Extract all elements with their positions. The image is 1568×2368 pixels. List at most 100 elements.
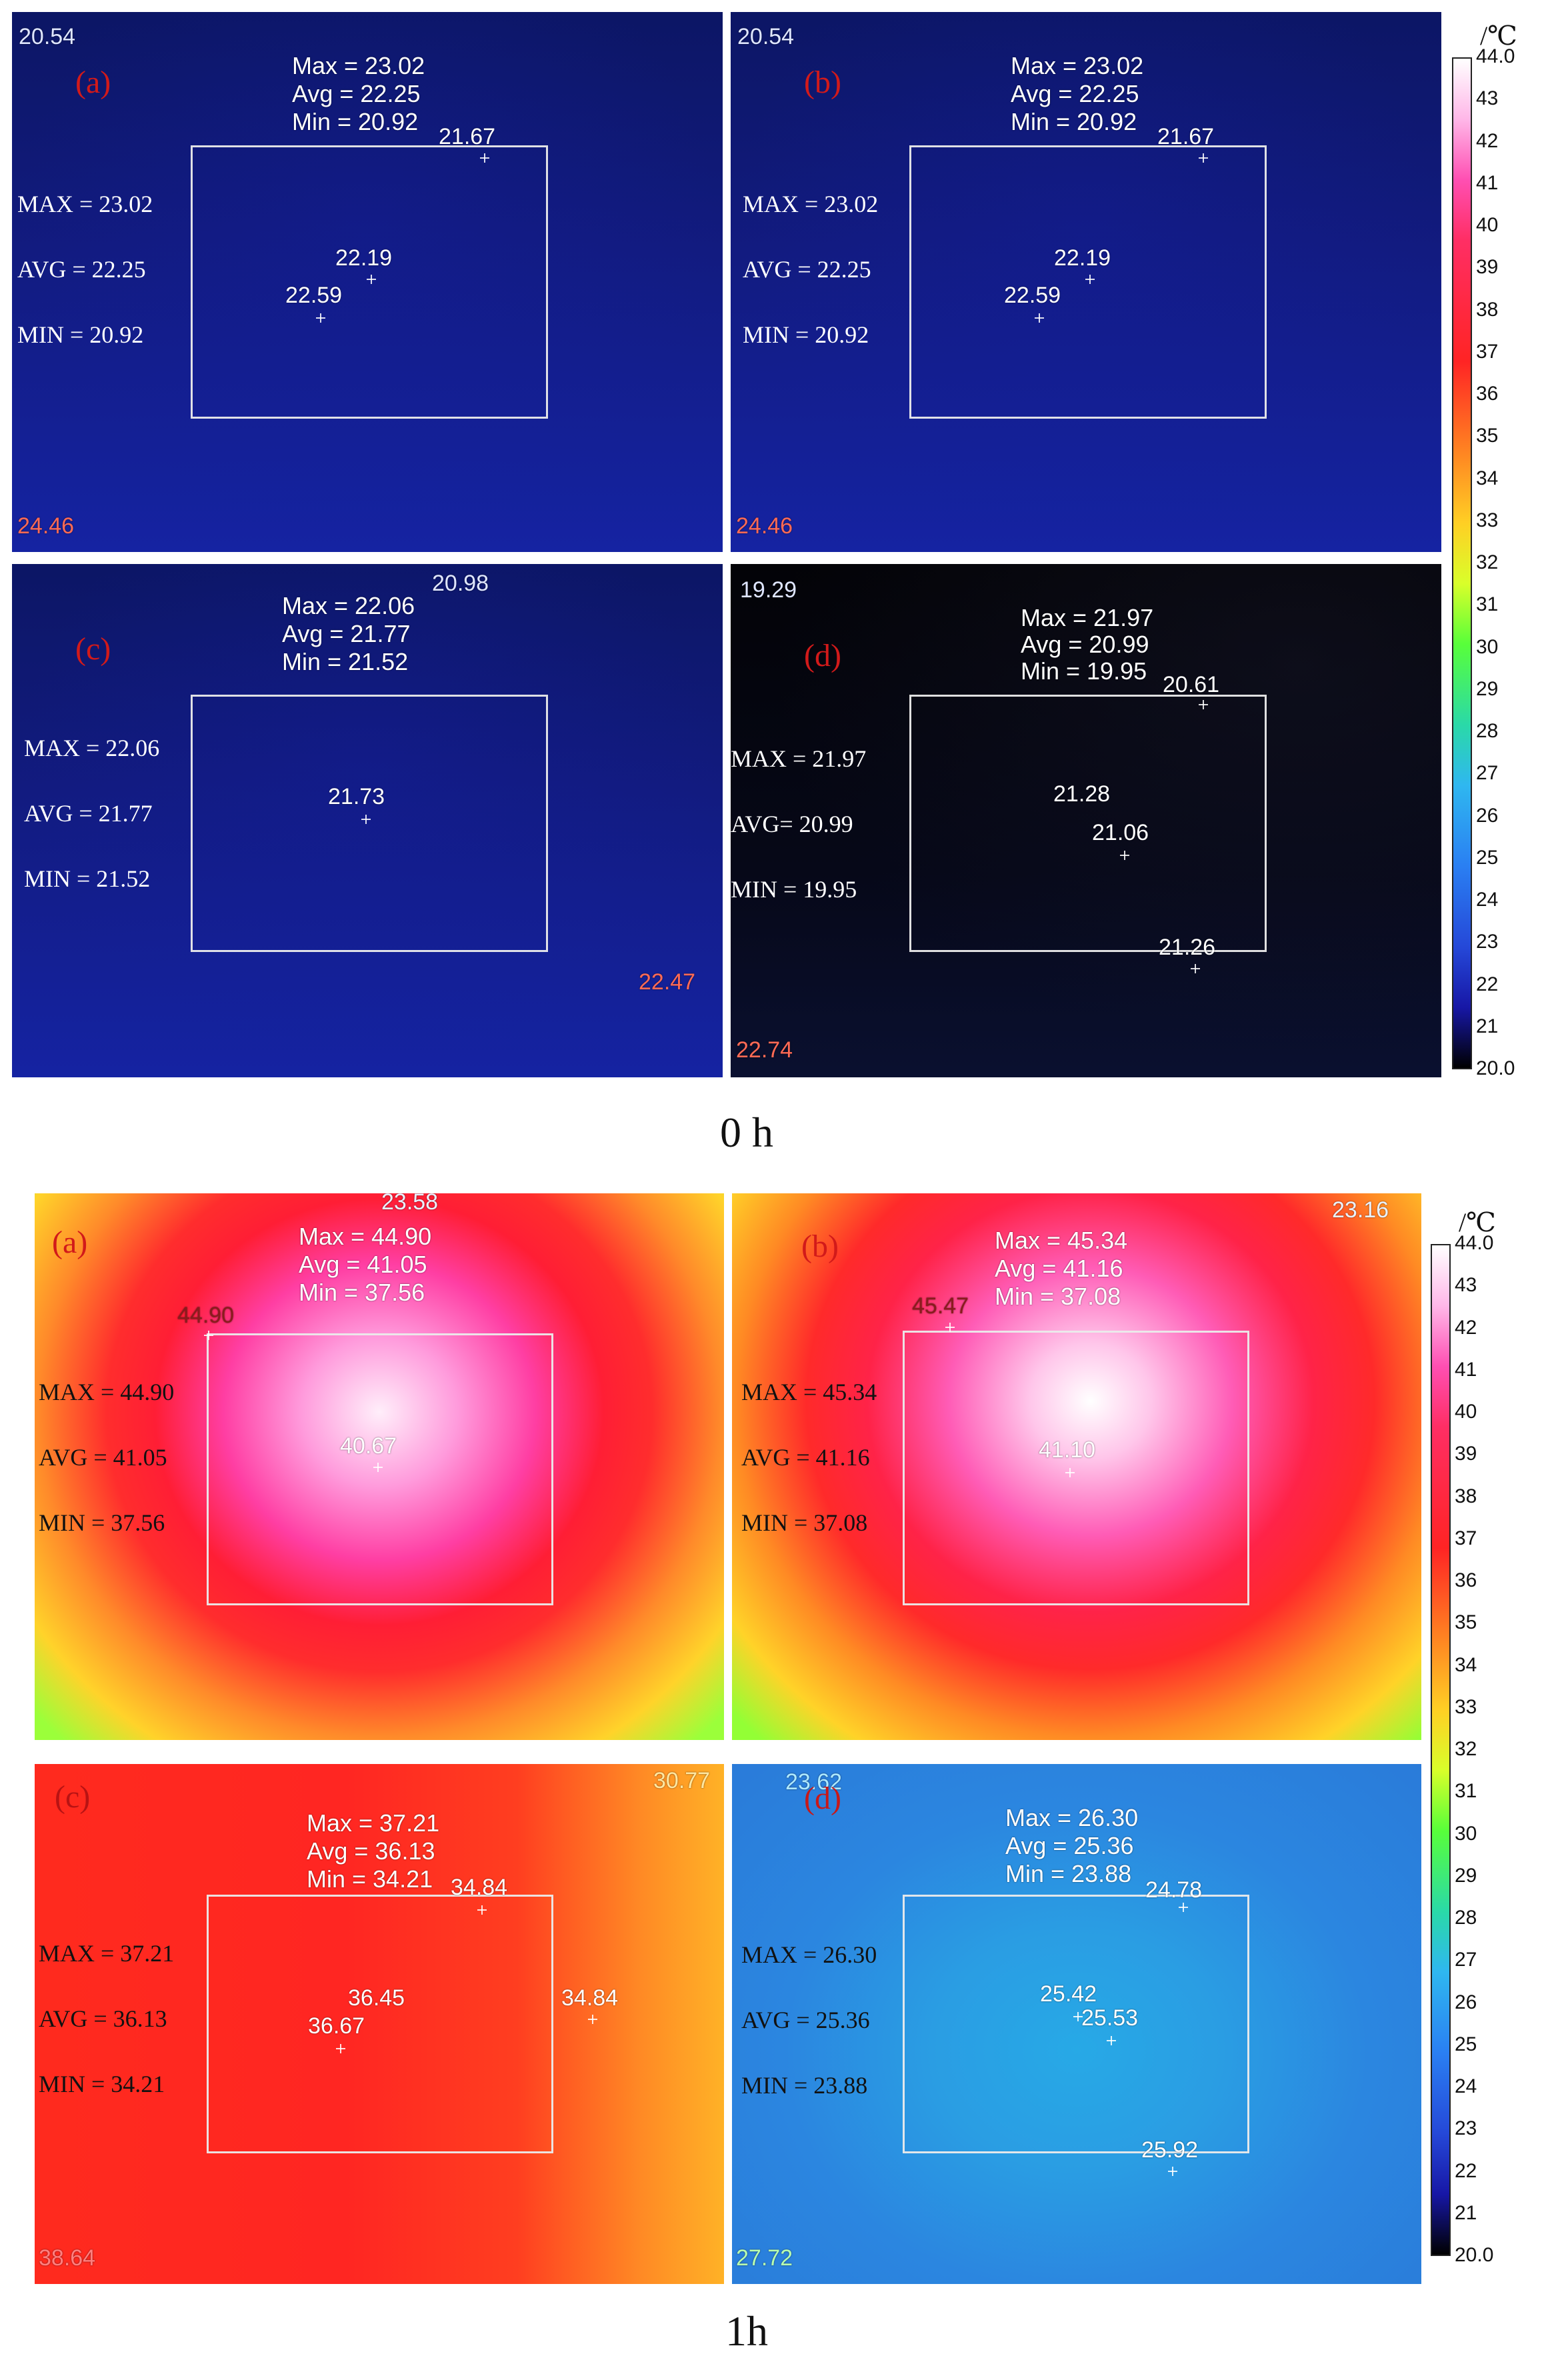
stats-min: Min = 20.92 [292,108,419,135]
legend-tick: 29 [1476,677,1499,700]
point-value: 34.84 [561,1985,619,2011]
roi-rectangle [903,1895,1249,2153]
legend-tick: 33 [1455,1695,1477,1718]
legend-tick: 31 [1455,1780,1477,1803]
panel-0h-d: 19.29 (d) Max = 21.97 Avg = 20.99 Min = … [731,564,1441,1077]
corner-temp-bottom-left: 24.46 [736,513,793,539]
legend-tick: 20.0 [1455,2244,1494,2266]
corner-temp-top-left: 19.29 [740,577,797,603]
legend-tick: 20.0 [1476,1057,1515,1079]
point-value: 21.67 [439,124,496,149]
roi-rectangle [903,1331,1249,1605]
legend-tick: 33 [1476,509,1499,531]
legend-tick: 32 [1455,1738,1477,1760]
legend-tick: 30 [1455,1822,1477,1845]
stats-avg: Avg = 22.25 [292,80,421,107]
legend-tick: 40 [1455,1401,1477,1423]
panel-label: (b) [801,1229,839,1264]
corner-temp-bottom-left: 38.64 [39,2245,96,2271]
stats-avg: Avg = 41.05 [299,1251,427,1278]
point-value: 24.78 [1145,1877,1203,1903]
stats-min: Min = 21.52 [282,648,409,675]
point-value: 21.26 [1159,935,1216,960]
point-value: 22.19 [335,245,393,271]
stats-max: Max = 23.02 [1011,52,1144,79]
panel-label: (a) [52,1225,88,1260]
crosshair [1073,2012,1083,2021]
legend-tick: 36 [1455,1569,1477,1591]
crosshair [1120,851,1129,860]
point-value: 22.59 [285,283,343,308]
point-value: 20.61 [1163,672,1220,697]
panel-label: (a) [75,65,111,100]
legend-tick: 23 [1455,2117,1477,2140]
roi-rectangle [909,145,1267,419]
corner-temp-bottom-left: 24.46 [17,513,75,539]
crosshair [480,153,489,163]
legend-tick: 22 [1476,973,1499,995]
side-stats-min: MIN = 19.95 [731,876,857,903]
corner-temp-top: 23.58 [381,1193,439,1215]
caption-0h: 0 h [720,1109,773,1156]
panel-0h-c: 20.98 (c) Max = 22.06 Avg = 21.77 Min = … [12,564,723,1077]
legend-tick: 25 [1476,846,1499,869]
legend-tick: 38 [1455,1485,1477,1507]
roi-rectangle [191,695,548,952]
legend-tick: 41 [1455,1358,1477,1381]
legend-tick: 28 [1476,720,1499,742]
side-stats-avg: AVG = 22.25 [17,256,146,283]
legend-tick: 42 [1455,1316,1477,1339]
roi-rectangle [191,145,548,419]
caption-1h: 1h [725,2307,768,2355]
roi-rectangle [207,1895,553,2153]
crosshair [477,1905,487,1915]
panel-label: (c) [75,631,111,667]
legend-tick: 25 [1455,2033,1477,2055]
crosshair [1199,700,1208,709]
legend-colorbar [1452,57,1472,1069]
point-value: 25.42 [1040,1981,1097,2007]
side-stats-min: MIN = 21.52 [24,865,151,892]
corner-temp-top-right: 23.16 [1332,1197,1389,1223]
side-stats-min: MIN = 37.08 [741,1509,868,1536]
side-stats-max: MAX = 21.97 [731,745,867,772]
stats-min: Min = 20.92 [1011,108,1137,135]
corner-temp-top-left: 20.54 [737,24,795,49]
side-stats-max: MAX = 44.90 [39,1379,175,1405]
side-stats-min: MIN = 23.88 [741,2072,868,2099]
crosshair [1065,1468,1075,1477]
corner-temp-top-left: 20.54 [19,24,76,49]
stats-avg: Avg = 20.99 [1021,631,1149,658]
stats-min: Min = 19.95 [1021,657,1147,685]
stats-min: Min = 37.08 [995,1283,1121,1310]
legend-tick: 26 [1455,1991,1477,2013]
legend-tick: 24 [1476,889,1499,911]
stats-avg: Avg = 21.77 [282,620,411,647]
legend-tick: 27 [1476,762,1499,785]
crosshair [373,1463,383,1472]
point-value: 36.45 [348,1985,405,2011]
crosshair [367,275,376,284]
legend-tick: 28 [1455,1907,1477,1929]
corner-temp-bottom-left: 22.74 [736,1037,793,1063]
point-value: 21.06 [1092,820,1149,845]
corner-temp-bottom-right: 22.47 [639,969,696,995]
legend-tick: 43 [1476,87,1499,110]
crosshair [1179,1903,1188,1912]
stats-max: Max = 45.34 [995,1227,1128,1254]
point-value: 40.67 [340,1433,397,1459]
legend-tick: 34 [1476,467,1499,489]
side-stats-min: MIN = 34.21 [39,2071,165,2097]
point-value: 22.19 [1054,245,1111,271]
point-value: 21.73 [328,784,385,809]
panel-1h-d: 23.62 (d) Max = 26.30 Avg = 25.36 Min = … [732,1764,1421,2284]
corner-temp-top-right: 20.98 [432,571,489,596]
legend-tick: 29 [1455,1864,1477,1887]
panel-label: (d) [804,638,841,673]
legend-tick: 34 [1455,1653,1477,1676]
stats-max: Max = 23.02 [292,52,425,79]
legend-tick: 39 [1476,256,1499,279]
panel-label: (c) [55,1779,91,1815]
stats-avg: Avg = 22.25 [1011,80,1139,107]
legend-tick: 41 [1476,171,1499,194]
